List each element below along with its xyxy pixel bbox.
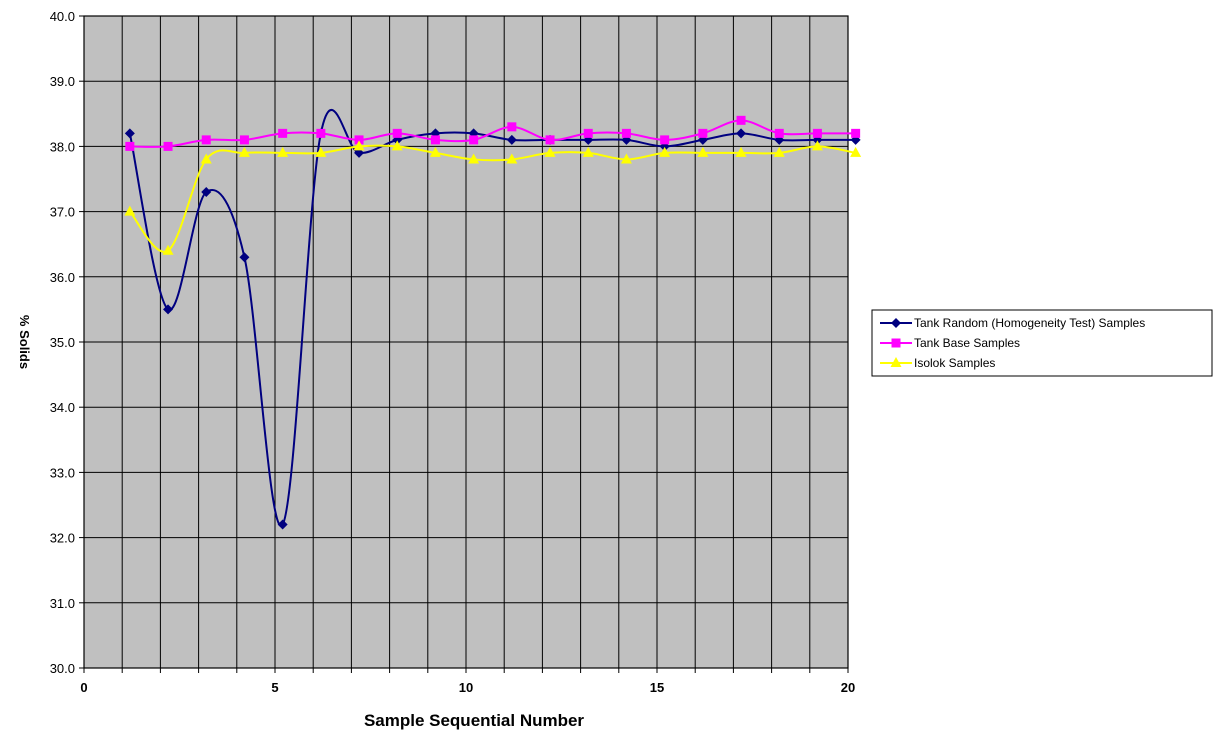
tank-base-point — [316, 128, 326, 138]
x-axis-title: Sample Sequential Number — [364, 711, 584, 730]
isolok-point — [697, 146, 709, 157]
tank-random-point — [124, 128, 135, 139]
tank-base-point — [736, 115, 746, 125]
legend-label-tank-random: Tank Random (Homogeneity Test) Samples — [914, 316, 1145, 330]
y-tick-label: 40.0 — [50, 9, 75, 24]
tank-base-point — [278, 128, 288, 138]
isolok-point — [811, 140, 823, 151]
isolok-point — [620, 153, 632, 164]
legend-marker-tank-random — [891, 318, 901, 328]
isolok-point — [353, 140, 365, 151]
tank-random-point — [201, 187, 212, 198]
x-tick-label: 20 — [841, 680, 855, 695]
isolok-point — [468, 153, 480, 164]
tank-base-point — [469, 135, 479, 145]
y-tick-label: 31.0 — [50, 596, 75, 611]
tank-random-point — [239, 252, 250, 263]
isolok-point — [315, 146, 327, 157]
tank-base-point — [392, 128, 402, 138]
grid-lines — [83, 15, 849, 669]
tank-base-point — [660, 135, 670, 145]
tank-base-point — [163, 141, 173, 151]
tank-random-point — [277, 519, 288, 530]
isolok-point — [506, 153, 518, 164]
isolok-point — [659, 146, 671, 157]
legend-label-tank-base: Tank Base Samples — [914, 336, 1020, 350]
tank-base-point — [583, 128, 593, 138]
legend-marker-tank-base — [891, 338, 901, 348]
y-tick-label: 36.0 — [50, 270, 75, 285]
tick-labels: 30.0 31.0 32.0 33.0 34.0 35.0 36.0 37.0 38.0 39.0… — [50, 9, 856, 695]
y-tick-label: 30.0 — [50, 661, 75, 676]
tank-base-point — [239, 135, 249, 145]
plot-border — [83, 15, 849, 669]
isolok-point — [277, 146, 289, 157]
tank-base-point — [851, 128, 861, 138]
tank-random-point — [354, 147, 365, 158]
isolok-point — [850, 146, 862, 157]
y-tick-label: 35.0 — [50, 335, 75, 350]
tank-random-point — [736, 128, 747, 139]
legend: Tank Random (Homogeneity Test) Samples Ta… — [871, 309, 1213, 377]
isolok-point — [429, 146, 441, 157]
y-tick-label: 34.0 — [50, 400, 75, 415]
x-tick-label: 15 — [650, 680, 664, 695]
isolok-point — [200, 153, 212, 164]
y-axis-title: % Solids — [17, 315, 32, 369]
isolok-point — [162, 244, 174, 255]
series-tank-base — [125, 115, 861, 151]
tank-random-point — [506, 134, 517, 145]
tank-base-point — [698, 128, 708, 138]
legend-label-isolok: Isolok Samples — [914, 356, 995, 370]
tank-base-point — [774, 128, 784, 138]
axes — [79, 15, 849, 673]
y-tick-label: 37.0 — [50, 205, 75, 220]
x-tick-label: 0 — [80, 680, 87, 695]
isolok-point — [238, 146, 250, 157]
legend-box — [871, 309, 1213, 377]
tank-base-point — [201, 135, 211, 145]
tank-base-point — [354, 135, 364, 145]
tank-base-point — [812, 128, 822, 138]
isolok-point — [773, 146, 785, 157]
tank-base-point — [545, 135, 555, 145]
x-tick-label: 5 — [271, 680, 278, 695]
isolok-point — [735, 146, 747, 157]
tank-random-point — [163, 304, 174, 315]
tank-base-point — [125, 141, 135, 151]
x-tick-label: 10 — [459, 680, 473, 695]
tank-base-point — [621, 128, 631, 138]
isolok-point — [124, 205, 136, 216]
legend-marker-isolok — [890, 357, 902, 367]
y-tick-label: 33.0 — [50, 465, 75, 480]
y-tick-label: 38.0 — [50, 139, 75, 154]
isolok-point — [391, 140, 403, 151]
isolok-point — [544, 146, 556, 157]
y-tick-label: 39.0 — [50, 74, 75, 89]
tank-base-point — [430, 135, 440, 145]
y-tick-label: 32.0 — [50, 531, 75, 546]
series-isolok — [124, 140, 862, 255]
series-group — [124, 109, 862, 530]
tank-base-point — [507, 122, 517, 132]
isolok-point — [582, 146, 594, 157]
